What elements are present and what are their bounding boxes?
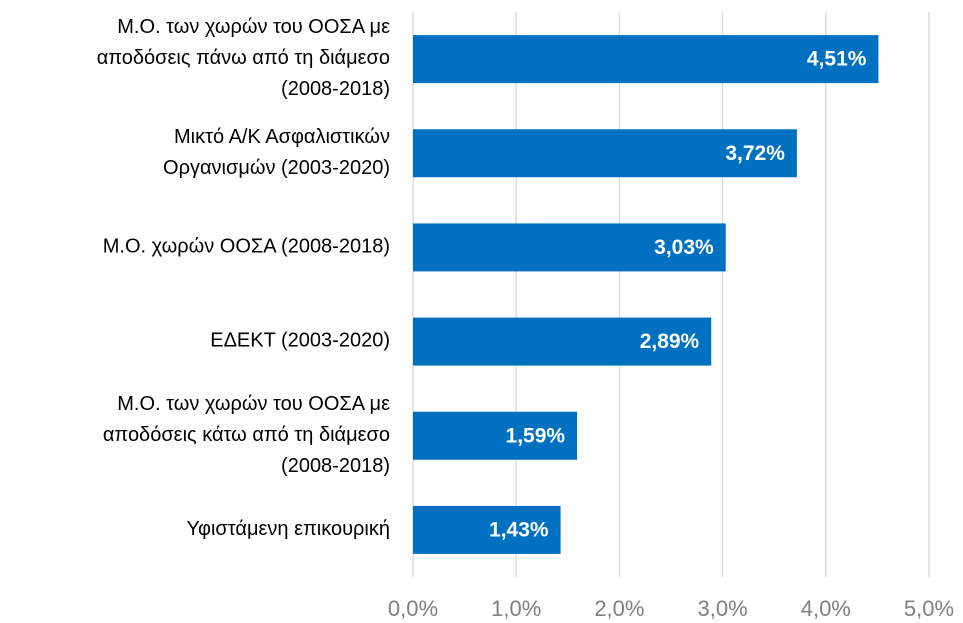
category-label: Μ.Ο. των χωρών του ΟΟΣΑ με αποδόσεις πάνω… [97,16,390,100]
bar [413,223,726,272]
category-line: (2008-2018) [281,455,390,477]
category-line: Οργανισμών (2003-2020) [163,157,390,179]
x-tick-label: 2,0% [594,596,644,621]
bar [413,317,712,366]
category-label: Μ.Ο. των χωρών του ΟΟΣΑ με αποδόσεις κάτω… [103,393,390,477]
category-line: (2008-2018) [281,78,390,100]
x-tick-label: 0,0% [388,596,438,621]
category-line: αποδόσεις κάτω από τη διάμεσο [103,424,390,446]
bar [413,129,797,178]
bar [413,35,879,84]
category-line: Μ.Ο. των χωρών του ΟΟΣΑ με [117,393,390,415]
value-label: 1,43% [489,518,549,541]
category-label: Υφιστάμενη επικουρική [187,518,391,540]
x-tick-label: 1,0% [491,596,541,621]
value-label: 3,03% [654,236,714,259]
value-label: 1,59% [506,424,566,447]
category-line: ΕΔΕΚΤ (2003-2020) [210,330,390,352]
category-line: αποδόσεις πάνω από τη διάμεσο [97,47,390,69]
category-label: ΕΔΕΚΤ (2003-2020) [210,330,390,352]
bar [413,411,578,460]
x-tick-label: 4,0% [801,596,851,621]
value-label: 2,89% [640,330,700,353]
bar [413,505,561,554]
category-line: Μ.Ο. των χωρών του ΟΟΣΑ με [117,16,390,38]
category-line: Μ.Ο. χωρών ΟΟΣΑ (2008-2018) [103,236,390,258]
x-tick-label: 5,0% [904,596,954,621]
category-line: Μικτό Α/Κ Ασφαλιστικών [174,126,390,148]
value-label: 4,51% [807,48,867,71]
value-label: 3,72% [725,142,785,165]
x-tick-label: 3,0% [698,596,748,621]
category-label: Μικτό Α/Κ Ασφαλιστικών Οργανισμών (2003-2… [163,126,390,179]
category-line: Υφιστάμενη επικουρική [187,518,391,540]
category-label: Μ.Ο. χωρών ΟΟΣΑ (2008-2018) [103,236,390,258]
